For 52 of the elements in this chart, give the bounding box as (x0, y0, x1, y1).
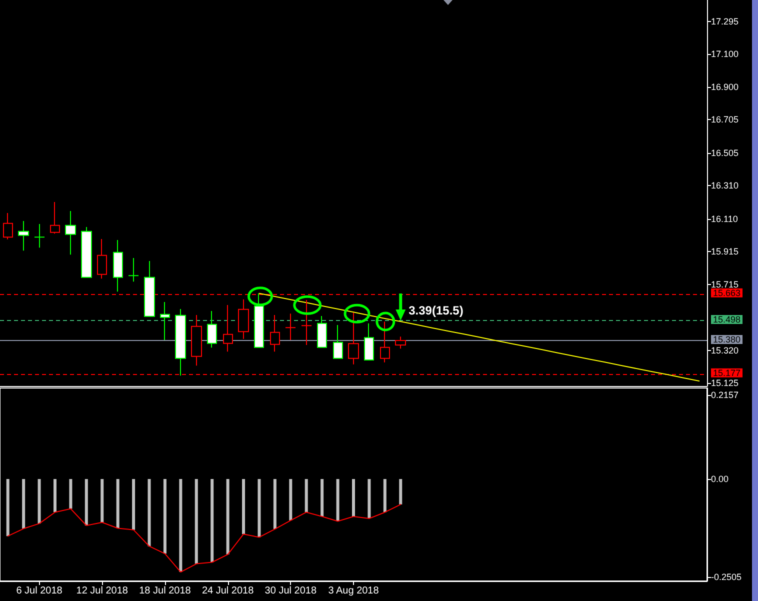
candlestick (270, 314, 280, 352)
candlestick (285, 313, 296, 340)
line-series (7, 504, 402, 573)
ref-line-label: 15.380 (713, 334, 741, 344)
candlestick (175, 308, 186, 376)
x-tick-label: 18 Jul 2018 (139, 586, 192, 596)
y-tick-label: 16.110 (711, 214, 738, 224)
x-tick-label: 12 Jul 2018 (76, 586, 128, 596)
y-tick-label: 16.705 (711, 114, 739, 125)
annotation: 3.39(15.5) (408, 304, 464, 318)
candlestick (65, 210, 76, 256)
candlestick (254, 292, 264, 348)
y-tick-label: 0.2157 (711, 390, 739, 400)
candlestick (301, 300, 312, 346)
candlestick (128, 258, 139, 282)
ref-line-label: 15.663 (713, 288, 741, 298)
candlestick (3, 212, 13, 240)
candlestick (113, 240, 123, 292)
y-tick-label: 0.00 (711, 474, 729, 484)
candlestick (18, 220, 29, 252)
y-tick-label: -0.2505 (711, 572, 742, 582)
y-tick-label: 15.125 (711, 378, 739, 388)
y-tick-label: 17.295 (711, 16, 739, 26)
candlestick (144, 260, 155, 317)
candlestick (50, 202, 60, 234)
x-tick-label: 24 Jul 2018 (202, 586, 254, 596)
x-tick-label: 3 Aug 2018 (328, 586, 380, 596)
candlestick (238, 298, 249, 340)
candlestick (223, 304, 233, 352)
candlestick (34, 224, 45, 248)
candlestick (191, 314, 202, 366)
candlestick (317, 316, 327, 348)
ref-line-label: 15.498 (713, 314, 741, 324)
candlestick (207, 310, 217, 348)
candlestick (348, 312, 359, 365)
candlestick (160, 302, 170, 340)
candlestick (395, 336, 406, 350)
x-tick-label: 30 Jul 2018 (264, 586, 317, 596)
candlestick (364, 322, 374, 360)
y-tick-label: 15.320 (711, 346, 739, 356)
y-tick-label: 16.505 (711, 148, 739, 158)
y-tick-label: 16.900 (711, 82, 739, 92)
candlestick (380, 321, 390, 363)
candlestick (333, 324, 343, 359)
candlestick (97, 238, 107, 280)
y-tick-label: 16.310 (711, 180, 739, 190)
candlestick (81, 226, 92, 278)
ref-line-label: 15.177 (713, 368, 741, 378)
y-tick-label: 17.100 (711, 48, 739, 59)
y-tick-label: 15.715 (711, 280, 739, 290)
y-tick-label: 15.915 (711, 246, 739, 256)
x-tick-label: 6 Jul 2018 (16, 586, 63, 596)
